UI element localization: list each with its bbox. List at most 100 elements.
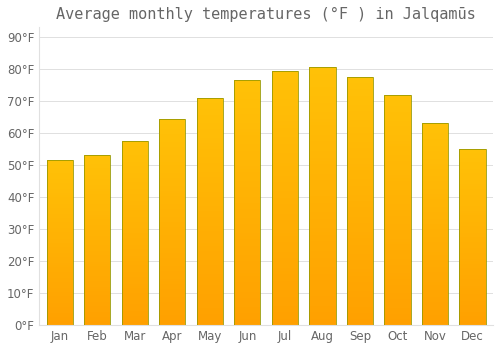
Bar [196,106,223,109]
Bar [272,233,298,236]
Bar [234,267,260,270]
Bar [347,279,373,282]
Bar [122,141,148,325]
Bar [347,158,373,161]
Bar [347,288,373,291]
Bar [384,207,410,210]
Bar [234,246,260,248]
Bar [384,138,410,141]
Bar [460,209,485,211]
Bar [122,201,148,203]
Bar [122,265,148,268]
Bar [460,264,485,266]
Bar [422,305,448,308]
Bar [159,312,186,315]
Bar [84,209,110,211]
Bar [159,119,186,121]
Bar [384,106,410,109]
Bar [347,207,373,210]
Bar [122,295,148,298]
Bar [384,152,410,155]
Bar [46,282,73,284]
Bar [384,164,410,167]
Bar [460,175,485,178]
Bar [460,241,485,244]
Bar [460,171,485,173]
Bar [46,302,73,304]
Bar [46,173,73,175]
Bar [234,114,260,117]
Bar [422,191,448,194]
Bar [122,233,148,236]
Bar [234,126,260,129]
Bar [272,217,298,220]
Bar [422,159,448,161]
Bar [46,323,73,325]
Bar [347,145,373,148]
Bar [84,255,110,257]
Bar [310,80,336,83]
Bar [46,286,73,288]
Bar [196,146,223,149]
Bar [46,162,73,164]
Bar [384,296,410,299]
Bar [196,248,223,251]
Bar [384,247,410,250]
Bar [159,232,186,235]
Bar [234,279,260,282]
Bar [84,181,110,183]
Bar [347,139,373,142]
Bar [310,225,336,229]
Bar [122,203,148,205]
Bar [422,277,448,280]
Bar [272,195,298,198]
Bar [384,135,410,138]
Bar [46,263,73,265]
Bar [159,297,186,299]
Bar [347,80,373,83]
Bar [122,256,148,258]
Bar [460,288,485,290]
Bar [46,315,73,317]
Bar [384,129,410,132]
Bar [234,99,260,101]
Bar [159,209,186,211]
Bar [196,200,223,203]
Bar [196,246,223,248]
Bar [422,310,448,313]
Bar [159,245,186,248]
Bar [84,164,110,166]
Bar [84,293,110,295]
Bar [159,183,186,186]
Bar [234,80,260,83]
Bar [347,319,373,322]
Bar [196,240,223,243]
Bar [272,86,298,90]
Bar [84,206,110,209]
Bar [310,135,336,138]
Bar [310,222,336,225]
Bar [122,258,148,261]
Bar [196,189,223,191]
Bar [234,178,260,181]
Bar [347,102,373,105]
Bar [234,135,260,138]
Bar [460,195,485,197]
Bar [46,319,73,321]
Bar [46,216,73,218]
Bar [384,236,410,239]
Bar [159,124,186,126]
Bar [422,308,448,310]
Bar [196,138,223,140]
Bar [460,305,485,308]
Bar [234,209,260,212]
Bar [460,233,485,235]
Bar [272,287,298,290]
Bar [272,191,298,195]
Bar [122,261,148,263]
Bar [422,197,448,199]
Bar [310,212,336,216]
Bar [384,250,410,253]
Bar [159,224,186,227]
Bar [460,286,485,288]
